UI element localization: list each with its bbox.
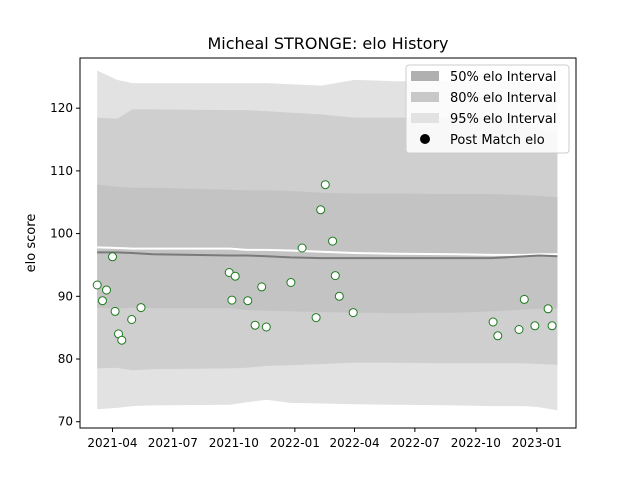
post-match-point	[257, 282, 267, 292]
post-match-point	[230, 271, 240, 281]
legend-label: 95% elo Interval	[450, 112, 557, 127]
post-match-point	[348, 308, 358, 318]
trend-lines	[97, 246, 558, 260]
post-match-point	[261, 322, 271, 332]
plot-frame	[79, 57, 577, 429]
y-tick-label: 120	[50, 101, 73, 115]
legend-label: 80% elo Interval	[450, 91, 557, 106]
post-match-point	[127, 315, 137, 324]
post-match-point	[117, 335, 127, 345]
x-tick-label: 2022-10	[451, 436, 501, 450]
x-axis: 2021-04 2021-07 2021-10 2022-01 2022-04 2022-…	[87, 428, 562, 450]
band-50	[97, 184, 558, 314]
legend-swatch	[411, 113, 439, 123]
median-line	[97, 246, 558, 256]
y-tick-label: 110	[50, 164, 73, 178]
post-match-point	[227, 295, 237, 305]
plot-area	[79, 57, 577, 429]
post-match-point	[243, 296, 253, 306]
x-tick-label: 2023-01	[512, 436, 562, 450]
post-match-point	[543, 304, 553, 314]
y-tick-label: 100	[50, 227, 73, 241]
post-match-point	[136, 303, 146, 313]
legend-box	[405, 64, 570, 154]
y-tick-label: 80	[58, 352, 73, 366]
x-tick-label: 2022-01	[270, 436, 320, 450]
legend-swatch	[411, 71, 439, 81]
post-match-point	[98, 296, 107, 306]
x-tick-label: 2021-04	[87, 436, 137, 450]
legend: 50% elo Interval 80% elo Interval 95% elo …	[405, 64, 570, 154]
legend-label: Post Match elo	[450, 133, 545, 148]
post-match-point	[330, 271, 340, 281]
post-match-point	[92, 280, 102, 290]
post-match-point	[334, 291, 344, 301]
post-match-point	[286, 278, 296, 287]
post-match-point	[493, 331, 503, 341]
post-match-point	[488, 317, 498, 327]
post-match-point	[250, 320, 260, 330]
legend-label: 50% elo Interval	[450, 70, 557, 85]
post-match-point	[514, 325, 524, 334]
legend-marker	[420, 134, 430, 144]
post-match-points	[92, 180, 557, 345]
mean-line	[97, 251, 558, 260]
legend-swatch	[411, 92, 439, 102]
x-tick-label: 2022-07	[390, 436, 440, 450]
post-match-point	[110, 306, 120, 316]
post-match-point	[530, 321, 540, 331]
post-match-point	[328, 236, 338, 246]
post-match-point	[316, 205, 326, 215]
y-axis-label: elo score	[24, 214, 39, 273]
post-match-point	[108, 252, 117, 262]
post-match-point	[102, 285, 111, 295]
y-tick-label: 70	[58, 415, 73, 429]
interval-bands	[97, 70, 558, 411]
chart-title: Micheal STRONGE: elo History	[207, 34, 448, 53]
post-match-point	[320, 180, 330, 190]
x-tick-label: 2021-07	[148, 436, 198, 450]
post-match-point	[297, 243, 307, 253]
post-match-point	[311, 313, 321, 323]
x-tick-label: 2022-04	[329, 436, 379, 450]
y-tick-label: 90	[58, 289, 73, 303]
post-match-point	[519, 294, 529, 304]
post-match-point	[547, 321, 557, 331]
x-tick-label: 2021-10	[209, 436, 259, 450]
y-axis: 70 80 90 100 110 120	[50, 101, 80, 429]
